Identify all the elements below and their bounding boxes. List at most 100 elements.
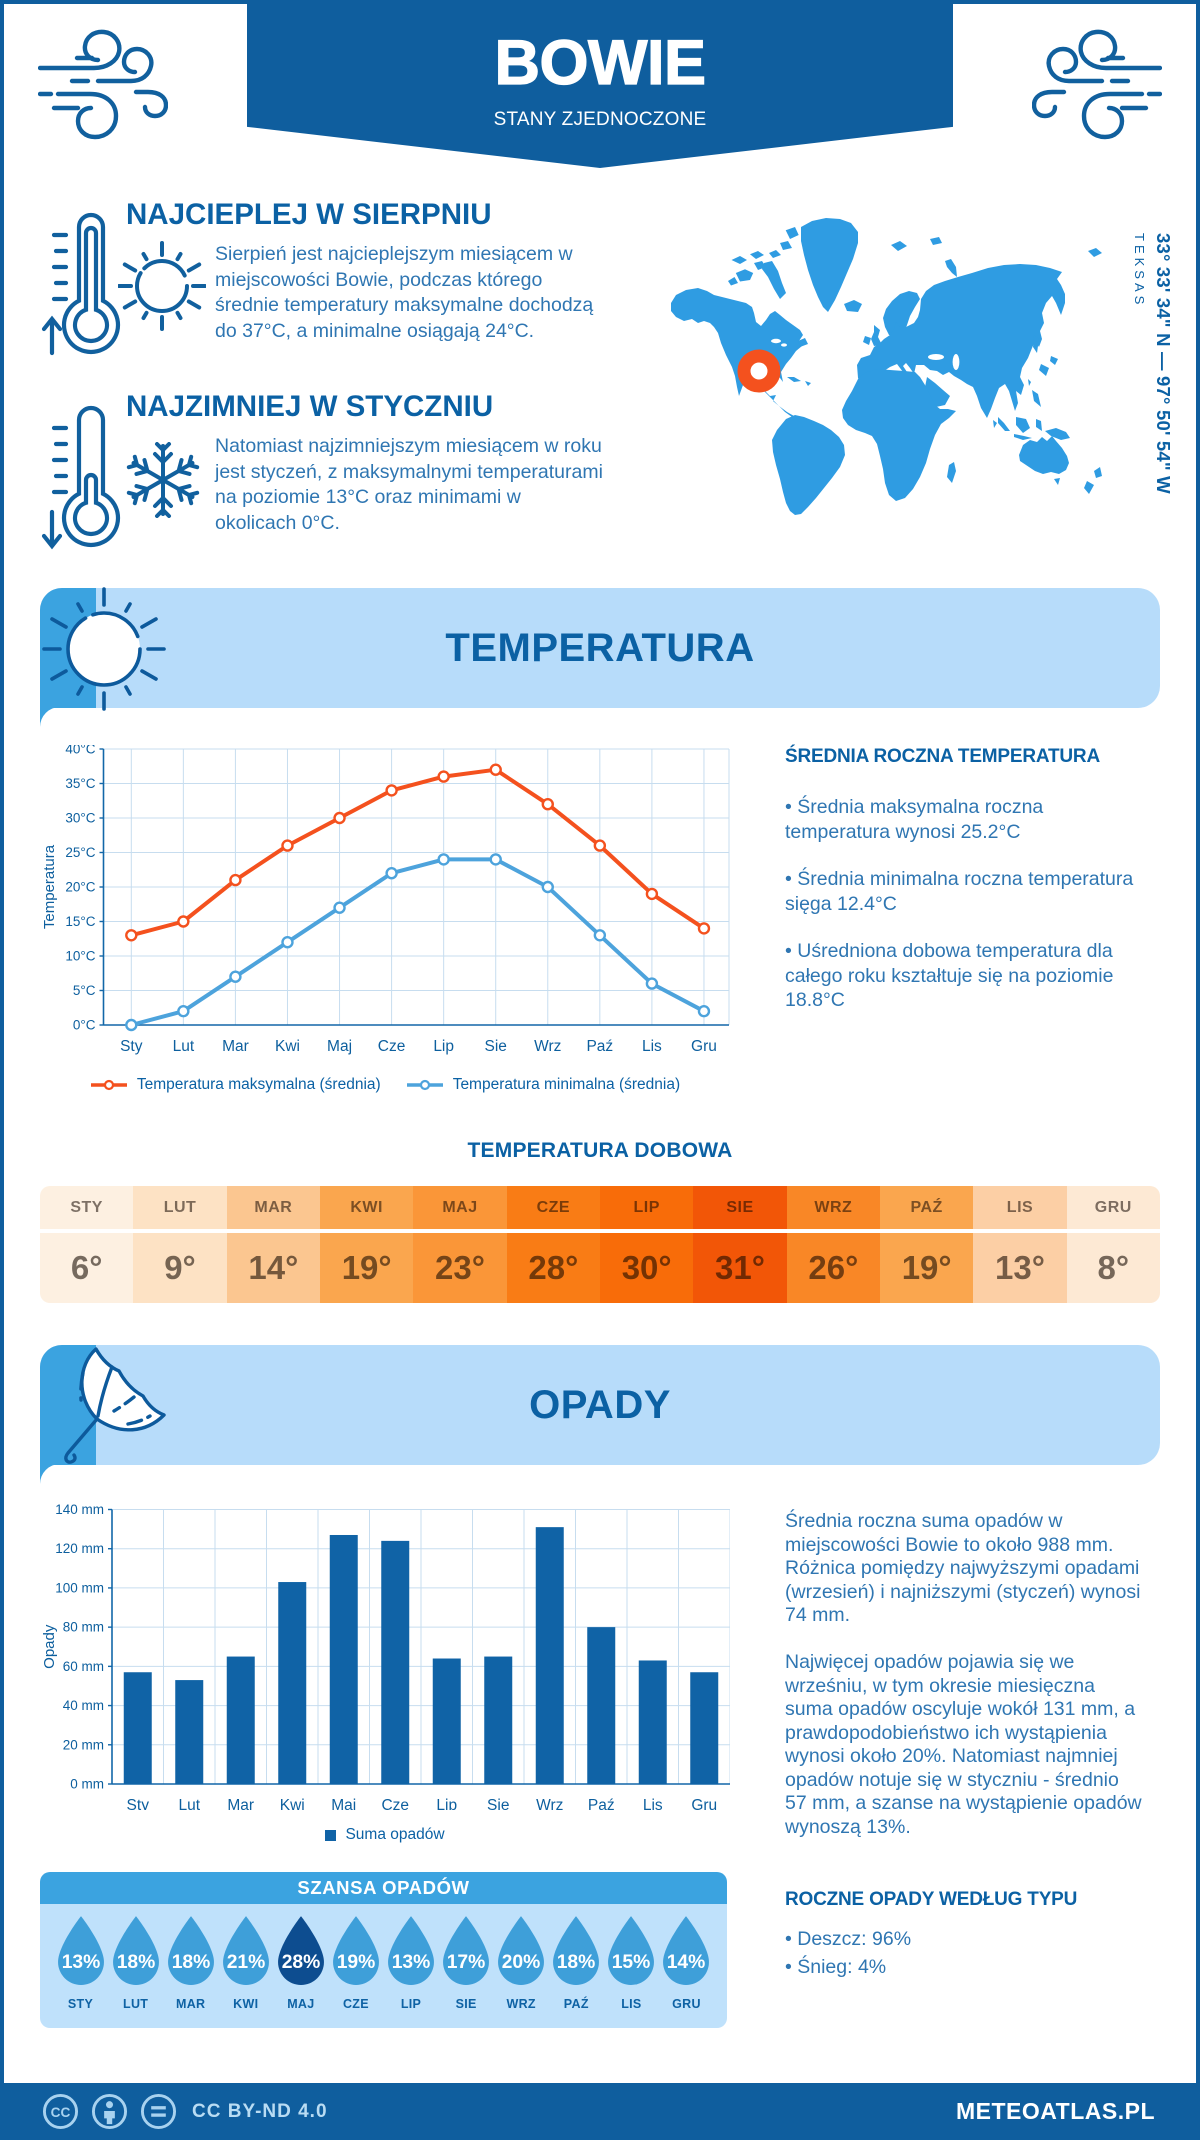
chance-column: 17% SIE: [439, 1915, 494, 2011]
snowflake-icon: [126, 442, 200, 518]
sun-icon: [118, 241, 206, 331]
svg-text:Sie: Sie: [485, 1038, 507, 1055]
svg-text:Lip: Lip: [436, 1797, 457, 1810]
chance-column: 28% MAJ: [273, 1915, 328, 2011]
precipitation-chart-legend: Suma opadów: [40, 1826, 730, 1844]
chance-month-label: CZE: [342, 1997, 369, 2011]
raindrop-icon: 15%: [608, 1916, 655, 1985]
footer-bar: CC CC BY-ND 4.0 METEOATLAS.PL: [0, 2083, 1200, 2140]
precipitation-chance-title: SZANSA OPADÓW: [40, 1872, 727, 1904]
svg-text:CC: CC: [51, 2105, 71, 2120]
svg-text:Maj: Maj: [331, 1797, 356, 1810]
temperature-aside: ŚREDNIA ROCZNA TEMPERATURA • Średnia mak…: [785, 746, 1145, 1036]
chance-month-label: MAJ: [287, 1997, 315, 2011]
month-header-cell: KWI: [320, 1186, 414, 1229]
chance-month-label: LUT: [123, 1997, 149, 2011]
month-header-cell: CZE: [506, 1186, 600, 1229]
chance-month-label: SIE: [455, 1997, 477, 2011]
bullet-item: • Uśredniona dobowa temperatura dla całe…: [785, 940, 1114, 1011]
bullet-item: • Deszcz: 96%: [785, 1928, 912, 1950]
svg-text:13%: 13%: [61, 1952, 100, 1973]
page-title: BOWIE: [494, 28, 707, 98]
band-background: [40, 588, 1160, 708]
chance-month-label: PAŹ: [563, 1997, 589, 2011]
svg-text:Sie: Sie: [487, 1797, 509, 1810]
svg-text:80 mm: 80 mm: [63, 1620, 104, 1635]
svg-text:15%: 15%: [612, 1952, 651, 1973]
svg-text:0°C: 0°C: [73, 1018, 96, 1033]
svg-text:Sty: Sty: [120, 1038, 143, 1055]
svg-text:Wrz: Wrz: [534, 1038, 561, 1055]
svg-text:100 mm: 100 mm: [55, 1580, 104, 1595]
chance-month-label: LIS: [621, 1997, 642, 2011]
chance-month-label: GRU: [672, 1997, 701, 2011]
month-header-cell: GRU: [1066, 1186, 1160, 1229]
chance-column: 20% WRZ: [494, 1915, 549, 2011]
temperature-chart: 0°C 5°C 10°C 15°C 20°C 25°C 30°C 35°C 40°C Sty Lut…: [40, 742, 730, 1060]
legend-label: Temperatura maksymalna (średnia): [136, 1076, 381, 1093]
warmest-text: Sierpień jest najcieplejszym miesiącem w…: [215, 243, 594, 342]
bullet-item: • Średnia maksymalna roczna temperatura …: [785, 796, 1044, 843]
bullet-item: • Śnieg: 4%: [785, 1955, 887, 1978]
legend-item: Temperatura maksymalna (średnia): [90, 1076, 381, 1094]
chance-month-label: LIP: [400, 1997, 422, 2011]
svg-text:Temperatura: Temperatura: [41, 844, 58, 929]
svg-text:Kwi: Kwi: [275, 1038, 300, 1055]
geo-label: 33° 33' 34" N — 97° 50' 54" W TEKSAS: [1132, 233, 1174, 494]
svg-text:15°C: 15°C: [65, 914, 95, 929]
attribution-icon: [91, 2093, 128, 2130]
cc-icon: CC: [42, 2093, 79, 2130]
svg-text:140 mm: 140 mm: [55, 1502, 104, 1517]
thermometer-cold-icon: [41, 405, 121, 550]
svg-text:10°C: 10°C: [65, 949, 95, 964]
chance-month-label: MAR: [176, 1997, 206, 2011]
daily-temp-cell: 8°: [1066, 1233, 1160, 1303]
svg-text:28%: 28%: [282, 1952, 321, 1973]
svg-text:14%: 14%: [667, 1952, 706, 1973]
raindrop-icon: 19%: [332, 1916, 379, 1985]
svg-text:0 mm: 0 mm: [70, 1777, 104, 1792]
band-corner-tail: [40, 707, 60, 727]
month-header-cell: MAR: [226, 1186, 320, 1229]
svg-text:Cze: Cze: [381, 1797, 409, 1810]
raindrop-icon: 14%: [663, 1916, 710, 1985]
svg-text:Lut: Lut: [173, 1038, 195, 1055]
svg-text:18%: 18%: [116, 1952, 155, 1973]
chance-column: 15% LIS: [604, 1915, 659, 2011]
svg-text:Kwi: Kwi: [280, 1797, 305, 1810]
temperature-band: TEMPERATURA: [40, 587, 1160, 727]
svg-text:13%: 13%: [392, 1952, 431, 1973]
svg-text:20°C: 20°C: [65, 880, 95, 895]
daily-temp-cell: 28°: [506, 1233, 600, 1303]
coordinates-label: 33° 33' 34" N — 97° 50' 54" W: [1153, 233, 1174, 494]
coldest-text: Natomiast najzimniejszym miesiącem w rok…: [215, 435, 603, 534]
svg-text:Mar: Mar: [227, 1797, 254, 1810]
bullet-item: • Średnia minimalna roczna temperatura s…: [785, 868, 1134, 915]
precipitation-paragraph: Najwięcej opadów pojawia się we wrześniu…: [785, 1651, 1142, 1838]
location-marker: [737, 349, 781, 393]
svg-text:Paź: Paź: [586, 1038, 613, 1055]
raindrop-icon: 18%: [167, 1916, 214, 1985]
region-label: TEKSAS: [1132, 233, 1147, 309]
chance-column: 19% CZE: [328, 1915, 383, 2011]
svg-text:18%: 18%: [557, 1952, 596, 1973]
month-header-cell: LIS: [973, 1186, 1067, 1229]
brand-label: METEOATLAS.PL: [955, 2098, 1155, 2124]
daily-temp-cell: 9°: [133, 1233, 227, 1303]
legend-item: Suma opadów: [325, 1826, 445, 1844]
svg-text:20 mm: 20 mm: [63, 1737, 104, 1752]
daily-temp-cell: 13°: [973, 1233, 1067, 1303]
month-header-cell: STY: [40, 1186, 134, 1229]
chance-column: 14% GRU: [659, 1915, 714, 2011]
raindrop-icon: 17%: [443, 1916, 490, 1985]
svg-text:17%: 17%: [447, 1952, 486, 1973]
month-header-cell: SIE: [693, 1186, 787, 1229]
sun-band-icon: [42, 587, 166, 711]
daily-temp-cell: 19°: [320, 1233, 414, 1303]
daily-temp-cell: 31°: [693, 1233, 787, 1303]
band-background: [40, 1345, 1160, 1465]
band-corner-tail: [40, 1464, 60, 1484]
license-label: CC BY-ND 4.0: [192, 2100, 328, 2122]
chance-month-label: KWI: [233, 1997, 259, 2011]
precipitation-band: OPADY: [40, 1345, 1160, 1484]
